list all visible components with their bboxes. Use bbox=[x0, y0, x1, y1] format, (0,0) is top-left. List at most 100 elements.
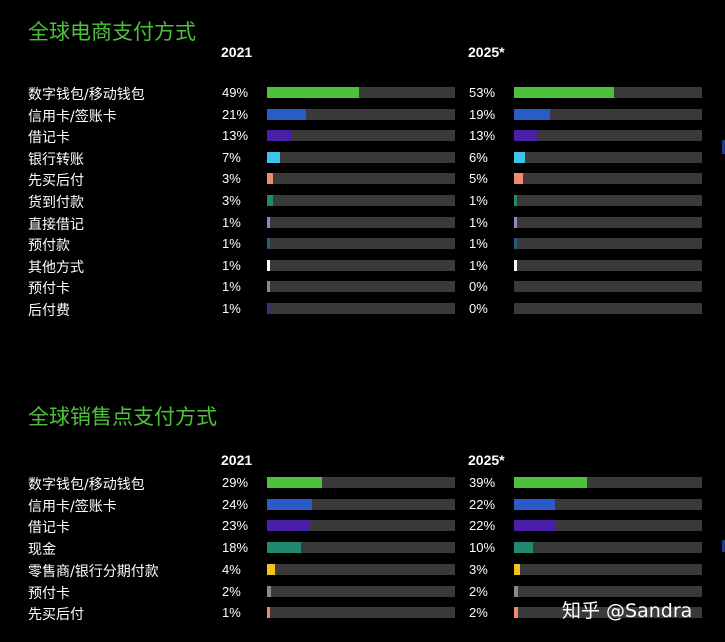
bar bbox=[267, 563, 275, 575]
bar-track bbox=[514, 303, 702, 314]
chart-title: 全球销售点支付方式 bbox=[28, 405, 217, 429]
bar bbox=[514, 151, 525, 163]
bar bbox=[267, 151, 280, 163]
bar bbox=[514, 173, 523, 185]
data-label: 7% bbox=[222, 149, 241, 165]
category-label: 数字钱包/移动钱包 bbox=[28, 477, 145, 493]
bar-track bbox=[267, 281, 455, 293]
bar-track bbox=[514, 173, 702, 185]
chart-row: 后付费 1% 0% bbox=[0, 298, 725, 319]
bar-track bbox=[267, 498, 455, 510]
bar-track bbox=[514, 563, 702, 575]
data-label: 3% bbox=[222, 193, 241, 208]
data-label: 22% bbox=[469, 496, 496, 512]
chart-row: 数字钱包/移动钱包 29% 39% bbox=[0, 472, 725, 493]
bar-track bbox=[267, 520, 455, 532]
chart-row: 预付款 1% 1% bbox=[0, 233, 725, 254]
bar-track bbox=[267, 216, 455, 228]
bar bbox=[514, 477, 587, 488]
data-label: 3% bbox=[222, 171, 241, 187]
bar bbox=[514, 195, 517, 206]
data-label: 1% bbox=[222, 214, 241, 230]
bar bbox=[267, 498, 312, 510]
edge-decoration bbox=[722, 540, 725, 552]
chart-row: 信用卡/签账卡 24% 22% bbox=[0, 494, 725, 515]
bar-track bbox=[267, 585, 455, 597]
data-label: 1% bbox=[469, 257, 488, 273]
bar bbox=[267, 585, 271, 597]
data-label: 1% bbox=[469, 236, 488, 252]
chart-row: 其他方式 1% 1% bbox=[0, 255, 725, 276]
chart-row: 零售商/银行分期付款 4% 3% bbox=[0, 559, 725, 580]
category-label: 信用卡/签账卡 bbox=[28, 108, 117, 125]
data-label: 24% bbox=[222, 496, 249, 512]
bar bbox=[267, 108, 306, 120]
data-label: 39% bbox=[469, 475, 496, 490]
bar-track bbox=[514, 259, 702, 271]
data-label: 6% bbox=[469, 149, 488, 165]
category-label: 数字钱包/移动钱包 bbox=[28, 87, 145, 103]
data-label: 1% bbox=[222, 279, 241, 295]
column-header-2025: 2025* bbox=[468, 452, 505, 468]
bar-track bbox=[267, 303, 455, 314]
bar bbox=[514, 259, 517, 271]
data-label: 13% bbox=[469, 128, 496, 144]
data-label: 19% bbox=[469, 106, 496, 122]
chart-section-2: 全球销售点支付方式 2021 2025* 数字钱包/移动钱包 29% 39% 信用卡/签账卡… bbox=[0, 401, 725, 631]
data-label: 21% bbox=[222, 106, 249, 122]
data-label: 49% bbox=[222, 85, 249, 100]
data-label: 0% bbox=[469, 301, 488, 316]
bar bbox=[267, 130, 291, 142]
chart-row: 银行转账 7% 6% bbox=[0, 147, 725, 168]
bar-track bbox=[514, 108, 702, 120]
chart-row: 数字钱包/移动钱包 49% 53% bbox=[0, 82, 725, 103]
chart-row: 先买后付 1% 2% bbox=[0, 602, 725, 623]
bar bbox=[514, 87, 614, 98]
data-label: 23% bbox=[222, 518, 249, 534]
bar bbox=[267, 607, 270, 619]
data-label: 53% bbox=[469, 85, 496, 100]
chart-title: 全球电商支付方式 bbox=[28, 20, 196, 44]
data-label: 1% bbox=[222, 605, 241, 621]
bar-track bbox=[267, 151, 455, 163]
category-label: 货到付款 bbox=[28, 195, 84, 211]
bar-track bbox=[514, 195, 702, 206]
data-label: 13% bbox=[222, 128, 249, 144]
data-label: 2% bbox=[222, 583, 241, 599]
data-label: 4% bbox=[222, 561, 241, 577]
bar-track bbox=[267, 259, 455, 271]
bar-track bbox=[267, 477, 455, 488]
watermark: 知乎 @Sandra bbox=[562, 600, 693, 622]
category-label: 后付费 bbox=[28, 303, 70, 319]
data-label: 1% bbox=[222, 257, 241, 273]
category-label: 信用卡/签账卡 bbox=[28, 498, 117, 515]
bar bbox=[267, 238, 270, 250]
bar-track bbox=[514, 151, 702, 163]
bar bbox=[514, 130, 538, 142]
bar-track bbox=[514, 130, 702, 142]
bar-track bbox=[514, 477, 702, 488]
bar bbox=[267, 259, 270, 271]
category-label: 预付卡 bbox=[28, 585, 70, 602]
chart-row: 借记卡 23% 22% bbox=[0, 515, 725, 536]
category-label: 借记卡 bbox=[28, 520, 70, 537]
chart-row: 货到付款 3% 1% bbox=[0, 190, 725, 211]
data-label: 2% bbox=[469, 605, 488, 621]
data-label: 29% bbox=[222, 475, 249, 490]
column-header-2025: 2025* bbox=[468, 44, 505, 60]
bar-track bbox=[514, 585, 702, 597]
data-label: 5% bbox=[469, 171, 488, 187]
bar bbox=[267, 173, 273, 185]
bar bbox=[514, 108, 550, 120]
bar bbox=[514, 498, 555, 510]
bar-track bbox=[267, 108, 455, 120]
bar-track bbox=[514, 498, 702, 510]
chart-row: 先买后付 3% 5% bbox=[0, 168, 725, 189]
bar-track bbox=[514, 607, 702, 619]
bar bbox=[514, 238, 517, 250]
category-label: 直接借记 bbox=[28, 216, 84, 233]
chart-row: 现金 18% 10% bbox=[0, 537, 725, 558]
bar bbox=[267, 195, 273, 206]
bar-track bbox=[267, 542, 455, 554]
bar-track bbox=[267, 607, 455, 619]
